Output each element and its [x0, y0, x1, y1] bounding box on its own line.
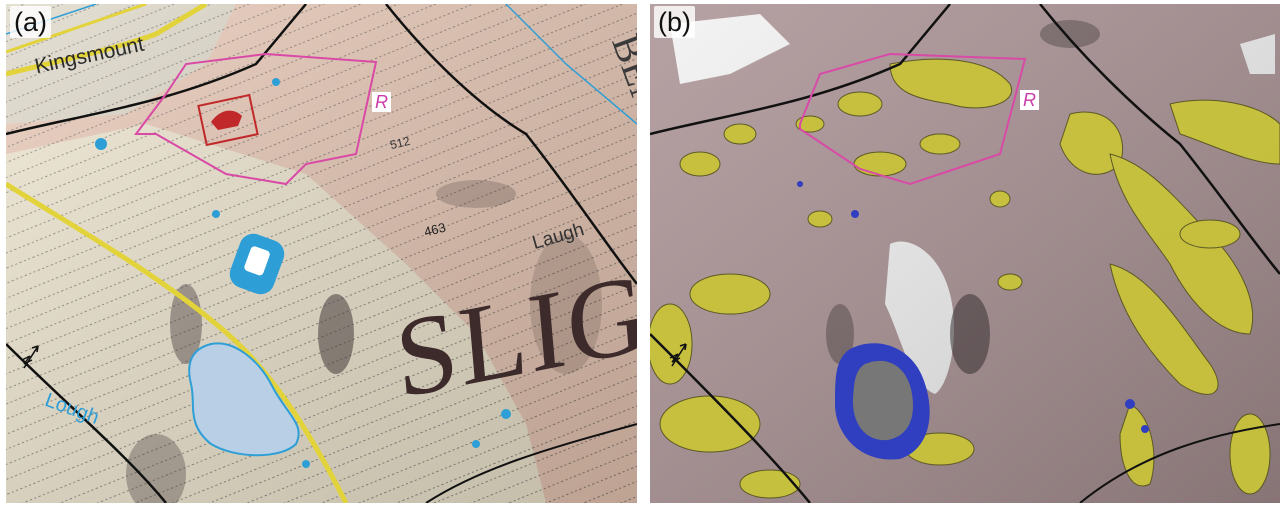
map-panel-b: R (b) [650, 4, 1280, 503]
border-line-2 [1039, 4, 1280, 275]
classified-terrain-map [650, 4, 1280, 503]
map-panel-a: Kingsmount Lough Laugh 463 512 SLIG BEN … [6, 4, 637, 503]
border-line-1 [650, 4, 951, 136]
bird-reserve-icon [197, 93, 259, 147]
border-line-1 [6, 4, 307, 136]
panel-label-b: (b) [654, 6, 695, 38]
hillshade-overlay [6, 4, 637, 503]
reserve-boundary [799, 52, 1027, 186]
main-road [6, 181, 349, 503]
classified-patches [650, 58, 1280, 499]
region-marker: R [1020, 90, 1039, 110]
pond-4 [501, 409, 511, 419]
pond-2 [272, 78, 280, 86]
road-north [6, 4, 208, 77]
north-arrow-icon [21, 345, 39, 369]
pond-1 [851, 210, 859, 218]
border-line-4 [425, 423, 637, 503]
border-line-2 [385, 4, 637, 285]
north-arrow-icon [669, 343, 687, 367]
pond-3 [212, 210, 220, 218]
pond-2 [797, 181, 803, 187]
border-line-3 [6, 343, 167, 503]
pond-5 [472, 440, 480, 448]
lake-fill [852, 360, 913, 441]
road-north-2 [6, 4, 147, 54]
lake [188, 342, 300, 457]
pond-3 [1125, 399, 1135, 409]
panel-label-a: (a) [10, 6, 51, 38]
border-line-4 [1079, 423, 1280, 503]
reserve-boundary [134, 52, 378, 186]
pond-1 [95, 138, 107, 150]
region-marker: R [372, 92, 391, 112]
topographic-terrain-map [6, 4, 637, 503]
pond-4 [1141, 425, 1149, 433]
parking-icon [229, 233, 285, 295]
pond-6 [302, 460, 310, 468]
stream-east [505, 4, 637, 125]
